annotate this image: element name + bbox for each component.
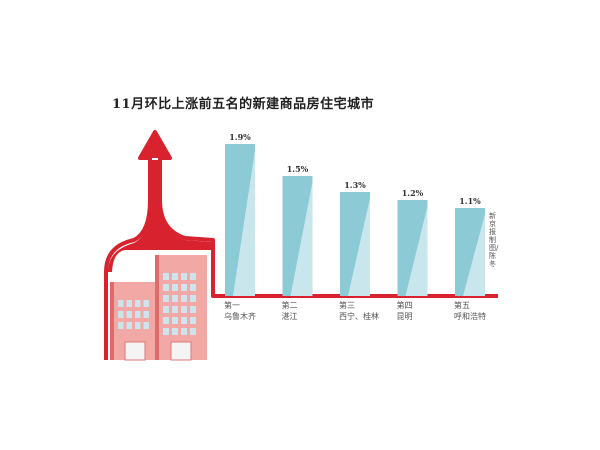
category-label: 第四 昆明 — [397, 300, 413, 322]
window — [163, 284, 169, 291]
window — [143, 322, 149, 329]
city-label: 昆明 — [396, 312, 413, 321]
building-left-edge — [110, 282, 114, 360]
category-label: 第三 西宁、桂林 — [339, 300, 379, 322]
window — [126, 300, 132, 307]
window — [181, 317, 187, 324]
window — [172, 328, 178, 335]
value-label: 1.9% — [229, 132, 251, 142]
rank-label: 第一 — [224, 301, 240, 310]
city-label: 乌鲁木齐 — [224, 312, 256, 321]
arrow-head-icon — [141, 133, 169, 158]
window — [172, 306, 178, 313]
category-label: 第五 呼和浩特 — [454, 300, 486, 322]
rank-label: 第二 — [281, 301, 298, 310]
window — [172, 273, 178, 280]
value-label: 1.5% — [286, 164, 309, 174]
value-label: 1.1% — [459, 196, 481, 206]
value-label: 1.3% — [344, 180, 366, 190]
window — [118, 322, 124, 329]
building-right-door — [170, 341, 192, 361]
window — [172, 295, 178, 302]
bar-highlight-3 — [348, 198, 370, 296]
window — [143, 311, 149, 318]
building-left-door — [124, 341, 146, 361]
window — [126, 322, 132, 329]
bar-highlight-2 — [290, 182, 313, 296]
arrow-body — [108, 160, 211, 272]
credit: 新京报制图/陈冬 — [489, 212, 499, 268]
window — [163, 273, 169, 280]
window — [126, 311, 132, 318]
window — [181, 284, 187, 291]
rank-label: 第三 — [339, 301, 355, 310]
window — [118, 300, 124, 307]
bar-highlight-5 — [463, 214, 485, 296]
window — [163, 317, 169, 324]
building-right-edge — [155, 255, 159, 360]
window — [181, 273, 187, 280]
city-label: 湛江 — [281, 312, 298, 321]
window — [135, 322, 141, 329]
arrow-frame — [104, 130, 498, 360]
rank-label: 第四 — [396, 301, 413, 310]
bar-highlight-4 — [405, 206, 428, 296]
window — [135, 300, 141, 307]
rank-label: 第五 — [454, 301, 470, 310]
window — [190, 306, 196, 313]
window — [190, 273, 196, 280]
window — [163, 328, 169, 335]
window — [190, 295, 196, 302]
city-label: 呼和浩特 — [454, 312, 486, 321]
bar-highlight-1 — [233, 150, 255, 296]
window — [190, 328, 196, 335]
window — [181, 328, 187, 335]
window — [181, 295, 187, 302]
window — [190, 317, 196, 324]
value-label: 1.2% — [401, 188, 424, 198]
window — [135, 311, 141, 318]
window — [172, 284, 178, 291]
window — [172, 317, 178, 324]
window — [118, 311, 124, 318]
window — [163, 306, 169, 313]
window — [143, 300, 149, 307]
window — [163, 295, 169, 302]
category-label: 第一 乌鲁木齐 — [224, 300, 256, 322]
window — [181, 306, 187, 313]
chart-title: 11月环比上涨前五名的新建商品房住宅城市 — [112, 97, 375, 112]
window — [190, 284, 196, 291]
category-label: 第二 湛江 — [282, 300, 298, 322]
city-label: 西宁、桂林 — [339, 312, 379, 321]
